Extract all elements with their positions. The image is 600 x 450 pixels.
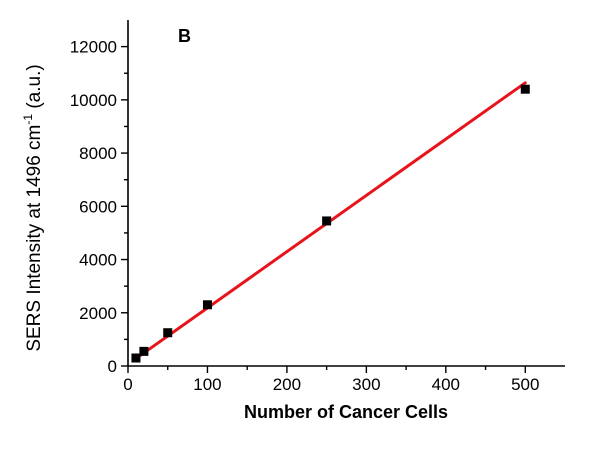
- y-axis-title-superscript: -1: [21, 114, 35, 125]
- axes: [127, 20, 565, 367]
- data-point: [163, 328, 173, 338]
- data-point: [139, 346, 149, 356]
- y-tick-label: 2000: [79, 304, 117, 323]
- x-tick-label: 200: [273, 375, 301, 394]
- y-axis-title-unit: (a.u.): [24, 64, 45, 114]
- data-point: [322, 216, 332, 226]
- x-tick-label: 400: [432, 375, 460, 394]
- y-tick-label: 0: [108, 357, 117, 376]
- y-axis-title-main: SERS Intensity at 1496 cm: [24, 125, 45, 352]
- x-tick-label: 500: [511, 375, 539, 394]
- x-tick-label: 0: [123, 375, 132, 394]
- y-tick-label: 10000: [70, 91, 117, 110]
- x-axis-title: Number of Cancer Cells: [244, 402, 448, 422]
- y-tick-label: 8000: [79, 144, 117, 163]
- data-points: [131, 84, 530, 363]
- y-tick-label: 12000: [70, 38, 117, 57]
- data-point: [202, 300, 212, 310]
- y-tick-label: 4000: [79, 251, 117, 270]
- x-tick-label: 300: [352, 375, 380, 394]
- panel-label: B: [178, 26, 191, 46]
- y-axis-title: SERS Intensity at 1496 cm-1 (a.u.): [21, 64, 45, 351]
- x-tick-label: 100: [193, 375, 221, 394]
- y-tick-label: 6000: [79, 197, 117, 216]
- ticks: 0 100 200 300 400 500 0 2000 4000 6000 8000 10000 12…: [70, 38, 540, 394]
- data-point: [131, 353, 141, 363]
- data-point: [520, 84, 530, 94]
